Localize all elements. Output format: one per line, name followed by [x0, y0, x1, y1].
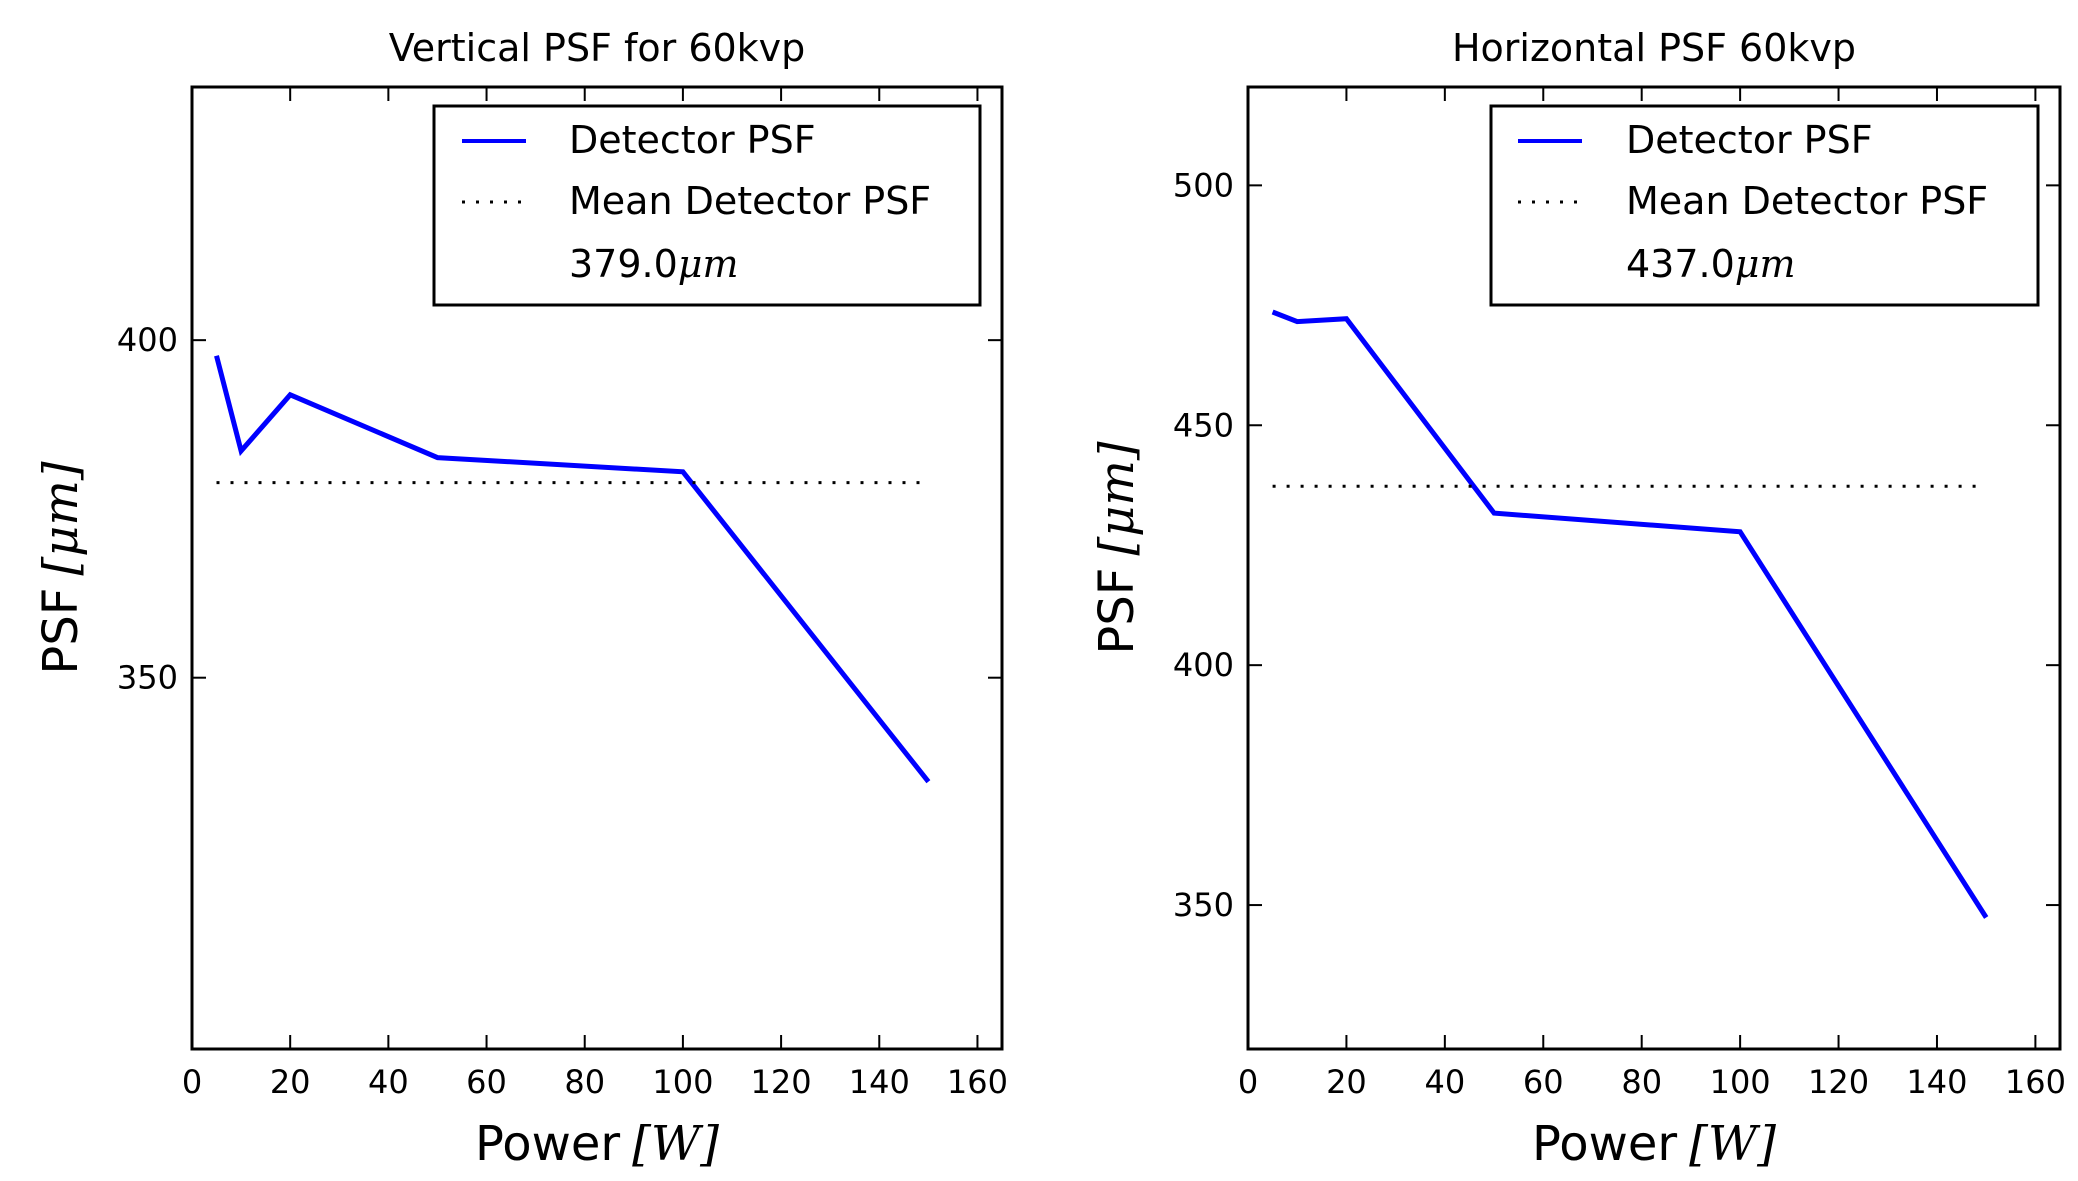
plot-frame — [1246, 85, 2062, 1051]
x-tick-label: 140 — [1906, 1063, 1967, 1101]
legend-box — [1489, 104, 2040, 307]
x-tick-label: 140 — [849, 1063, 910, 1101]
x-tick-label: 160 — [947, 1063, 1008, 1101]
x-tick-label: 100 — [652, 1063, 713, 1101]
x-axis-unit: W — [651, 1116, 704, 1172]
y-tick-label: 400 — [1173, 646, 1234, 684]
x-tick-label: 40 — [368, 1063, 409, 1101]
x-tick-label: 160 — [2005, 1063, 2066, 1101]
x-tick-label: 0 — [182, 1063, 202, 1101]
y-tick-label: 500 — [1173, 166, 1234, 204]
y-axis-label-text: PSF — [33, 588, 89, 675]
legend-note-value: 437.0 — [1626, 242, 1735, 286]
legend-note-value: 379.0 — [569, 242, 678, 286]
plot-lines — [214, 355, 931, 784]
x-tick-label: 60 — [1523, 1063, 1564, 1101]
y-axis-label-text: PSF — [1089, 568, 1145, 655]
legend: Detector PSF Mean Detector PSF 379.0μm — [432, 104, 982, 307]
y-axis-label: PSF[μm] — [33, 461, 89, 674]
x-tick-label: 0 — [1238, 1063, 1258, 1101]
legend-label-mean-detector-psf: Mean Detector PSF — [569, 179, 931, 223]
x-tick-label: 80 — [564, 1063, 605, 1101]
x-tick-label: 20 — [1326, 1063, 1367, 1101]
y-axis-unit: μm — [33, 480, 89, 557]
x-axis-label: Power [W] — [1532, 1116, 1776, 1172]
series-line-detector-psf — [1271, 309, 1989, 919]
axis-ticks: 0 20 40 60 80 100 120 140 160 350 400 450 500 — [1173, 87, 2066, 1101]
legend-note-unit: μm — [678, 242, 739, 286]
plot-lines — [1271, 309, 1989, 919]
x-tick-label: 80 — [1621, 1063, 1662, 1101]
chart-vertical-psf: Vertical PSF for 60kvp 0 20 40 60 80 100 120 14… — [33, 26, 1008, 1172]
chart-title: Vertical PSF for 60kvp — [389, 26, 806, 70]
x-tick-label: 20 — [270, 1063, 311, 1101]
legend-label-detector-psf: Detector PSF — [569, 118, 816, 162]
x-tick-label: 100 — [1710, 1063, 1771, 1101]
y-tick-label: 350 — [117, 659, 178, 697]
legend-label-mean-detector-psf: Mean Detector PSF — [1626, 179, 1988, 223]
series-line-detector-psf — [214, 355, 931, 784]
chart-title: Horizontal PSF 60kvp — [1452, 26, 1856, 70]
axis-ticks: 0 20 40 60 80 100 120 140 160 350 400 — [117, 87, 1008, 1101]
x-axis-unit: W — [1708, 1116, 1761, 1172]
legend: Detector PSF Mean Detector PSF 437.0μm — [1489, 104, 2040, 307]
y-tick-label: 400 — [117, 321, 178, 359]
y-axis-label: PSF[μm] — [1089, 441, 1145, 654]
x-tick-label: 120 — [1808, 1063, 1869, 1101]
chart-horizontal-psf: Horizontal PSF 60kvp 0 20 40 60 80 100 120 140 1… — [1089, 26, 2066, 1172]
x-tick-label: 120 — [751, 1063, 812, 1101]
y-tick-label: 350 — [1173, 886, 1234, 924]
plot-frame — [190, 85, 1004, 1051]
y-tick-label: 450 — [1173, 406, 1234, 444]
x-axis-label-text: Power — [1532, 1116, 1677, 1172]
y-axis-unit: μm — [1089, 460, 1145, 537]
x-axis-label-text: Power — [475, 1116, 620, 1172]
legend-note-unit: μm — [1735, 242, 1796, 286]
legend-note: 437.0μm — [1626, 242, 1796, 286]
legend-label-detector-psf: Detector PSF — [1626, 118, 1873, 162]
x-tick-label: 60 — [466, 1063, 507, 1101]
x-tick-label: 40 — [1424, 1063, 1465, 1101]
x-axis-label: Power [W] — [475, 1116, 719, 1172]
legend-note: 379.0μm — [569, 242, 739, 286]
